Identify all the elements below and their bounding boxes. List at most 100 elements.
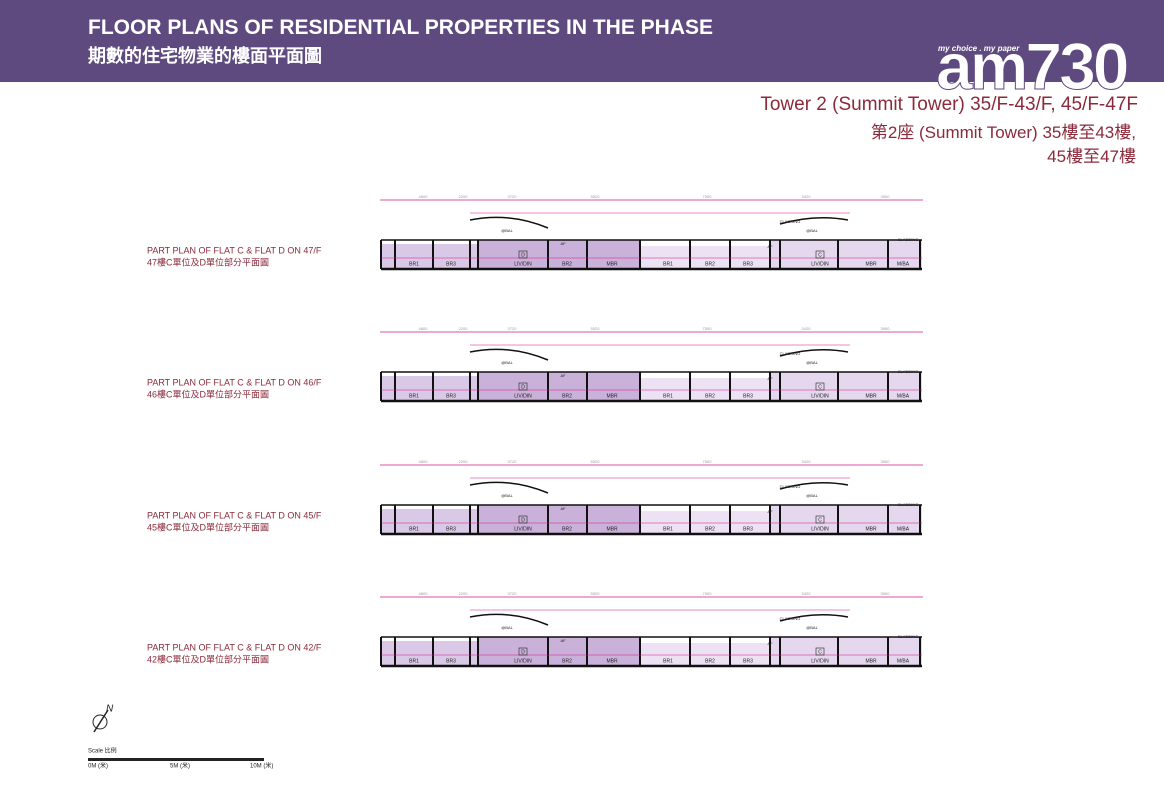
room-label: LIV/DIN bbox=[514, 261, 532, 267]
room-label: BR3 bbox=[446, 526, 456, 532]
room-label: BR2 bbox=[562, 393, 572, 399]
dimension: 3420 bbox=[802, 591, 812, 596]
room-label: LIV/DIN bbox=[811, 658, 829, 664]
room-label: LIV/DIN bbox=[811, 526, 829, 532]
plan-label-en: PART PLAN OF FLAT C & FLAT D ON 47/F bbox=[147, 245, 322, 255]
flat-label: D bbox=[521, 649, 525, 655]
flat-box bbox=[518, 515, 528, 524]
room-label: BR1 bbox=[409, 658, 419, 664]
dimension: 3720 bbox=[508, 459, 518, 464]
north-label: N bbox=[106, 704, 114, 715]
room-label: BR2 bbox=[705, 658, 715, 664]
room-label: BR2 bbox=[562, 526, 572, 532]
room-fill bbox=[478, 505, 640, 534]
room-label: MBR bbox=[865, 658, 877, 664]
room-label: BR3 bbox=[743, 393, 753, 399]
room-label: BR1 bbox=[409, 261, 419, 267]
room-label: BR3 bbox=[743, 261, 753, 267]
plan-tag: @BAL bbox=[806, 228, 818, 233]
room-fill bbox=[478, 372, 640, 401]
plan-tag: AF bbox=[560, 241, 566, 246]
dimension: 7500 bbox=[703, 459, 713, 464]
plan-tag: @BAL bbox=[501, 625, 513, 630]
north-arrow bbox=[93, 709, 109, 733]
flat-label: C bbox=[818, 252, 822, 258]
room-label: BR2 bbox=[705, 393, 715, 399]
room-label: BR1 bbox=[663, 261, 673, 267]
flat-label: C bbox=[818, 517, 822, 523]
plan-label-zh: 42樓C單位及D單位部分平面圖 bbox=[147, 653, 269, 664]
room-fill bbox=[640, 246, 770, 269]
plan-tag: @BAL bbox=[806, 493, 818, 498]
dimension: 4800 bbox=[419, 459, 429, 464]
plan-tag: CLADDING bbox=[898, 502, 919, 507]
tower-line: 第2座 (Summit Tower) 35樓至43樓, bbox=[870, 123, 1136, 142]
room-label: LIV/DIN bbox=[514, 526, 532, 532]
flat-label: C bbox=[818, 649, 822, 655]
plan-tag: @BAL bbox=[501, 360, 513, 365]
room-fill bbox=[640, 643, 770, 666]
dimension: 2200 bbox=[459, 194, 469, 199]
dimension: 2200 bbox=[459, 591, 469, 596]
dimension: 3420 bbox=[802, 194, 812, 199]
room-fill bbox=[640, 378, 770, 401]
logo-tagline: my choice . my paper bbox=[938, 44, 1020, 53]
balcony-curve bbox=[779, 482, 849, 490]
plan-label-en: PART PLAN OF FLAT C & FLAT D ON 42/F bbox=[147, 642, 322, 652]
balcony-curve bbox=[469, 613, 549, 626]
room-label: M/BA bbox=[897, 658, 910, 664]
title-zh: 期數的住宅物業的樓面平面圖 bbox=[88, 46, 322, 66]
flat-box bbox=[815, 250, 825, 259]
dimension: 3720 bbox=[508, 194, 518, 199]
flat-box bbox=[518, 647, 528, 656]
flat-box bbox=[815, 515, 825, 524]
dimension: 5520 bbox=[591, 194, 601, 199]
tower-line: Tower 2 (Summit Tower) 35/F-43/F, 45/F-4… bbox=[760, 94, 1138, 115]
flat-label: C bbox=[818, 384, 822, 390]
room-fill bbox=[478, 637, 640, 666]
balcony-curve bbox=[779, 614, 849, 622]
room-label: MBR bbox=[606, 658, 618, 664]
tower-line: 45樓至47樓 bbox=[1047, 147, 1136, 166]
dimension: 3420 bbox=[802, 459, 812, 464]
room-fill bbox=[381, 376, 478, 401]
room-fill bbox=[640, 511, 770, 534]
room-label: M/BA bbox=[897, 393, 910, 399]
flat-box bbox=[815, 647, 825, 656]
balcony-curve bbox=[469, 216, 549, 229]
flat-label: D bbox=[521, 252, 525, 258]
dimension: 4800 bbox=[419, 591, 429, 596]
dimension: 7500 bbox=[703, 194, 713, 199]
room-label: LIV/DIN bbox=[514, 393, 532, 399]
dimension: 3720 bbox=[508, 326, 518, 331]
dimension: 5520 bbox=[591, 591, 601, 596]
room-fill bbox=[381, 509, 478, 534]
scale-bar bbox=[88, 758, 264, 761]
plan-tag: @BAL bbox=[501, 493, 513, 498]
dimension: 3900 bbox=[881, 459, 891, 464]
plan-tag: AF bbox=[560, 638, 566, 643]
logo: am730 bbox=[936, 29, 1131, 104]
plan-tag: CLADDING bbox=[898, 369, 919, 374]
room-label: MBR bbox=[606, 261, 618, 267]
room-label: BR3 bbox=[743, 526, 753, 532]
plan-label-zh: 46樓C單位及D單位部分平面圖 bbox=[147, 388, 269, 399]
plan-tag: CLADDING bbox=[780, 351, 801, 356]
balcony-curve bbox=[779, 349, 849, 357]
dimension: 5520 bbox=[591, 326, 601, 331]
room-label: BR2 bbox=[705, 526, 715, 532]
plan-tag: AF bbox=[767, 509, 773, 514]
room-label: MBR bbox=[865, 261, 877, 267]
room-label: BR1 bbox=[663, 393, 673, 399]
plan-tag: AF bbox=[560, 506, 566, 511]
plan-tag: AF bbox=[560, 373, 566, 378]
room-label: LIV/DIN bbox=[811, 261, 829, 267]
dimension: 3420 bbox=[802, 326, 812, 331]
room-label: BR2 bbox=[562, 658, 572, 664]
plan-tag: @BAL bbox=[501, 228, 513, 233]
dimension: 3900 bbox=[881, 591, 891, 596]
room-label: BR3 bbox=[446, 658, 456, 664]
room-label: M/BA bbox=[897, 261, 910, 267]
plan-tag: CLADDING bbox=[898, 237, 919, 242]
